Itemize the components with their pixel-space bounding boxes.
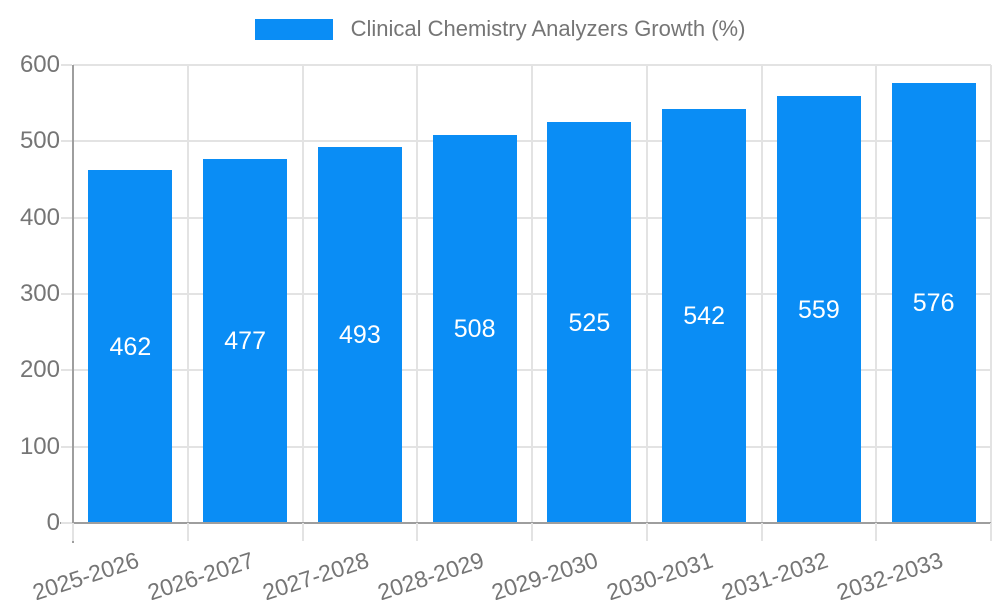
y-tick-label: 100 [19, 432, 60, 460]
y-tick-label: 0 [46, 509, 60, 536]
y-tick-label: 200 [19, 356, 60, 384]
bar-value-label: 493 [339, 320, 381, 349]
bar-2029-2030[interactable]: 525 [547, 122, 632, 523]
gridline [875, 65, 878, 523]
y-tick-label: 300 [19, 280, 60, 307]
x-tick-mark [531, 523, 533, 541]
y-tick-mark [61, 369, 72, 372]
gridline [645, 65, 648, 523]
bar-2031-2032[interactable]: 559 [776, 96, 861, 523]
bar-value-label: 508 [453, 315, 496, 344]
bar-2028-2029[interactable]: 508 [432, 135, 517, 523]
y-tick-mark [61, 140, 72, 143]
legend[interactable]: Clinical Chemistry Analyzers Growth (%) [0, 16, 1000, 42]
y-tick-label: 600 [19, 51, 60, 78]
y-tick-mark [61, 64, 72, 66]
gridline [186, 65, 189, 523]
x-tick-mark [301, 523, 304, 541]
bar-value-label: 525 [568, 308, 611, 337]
legend-swatch [254, 18, 333, 40]
x-tick-mark [416, 523, 419, 541]
bar-2026-2027[interactable]: 477 [203, 158, 288, 523]
gridline [990, 65, 992, 523]
x-axis-line [60, 522, 991, 524]
y-tick-mark [61, 216, 72, 219]
bar-2025-2026[interactable]: 462 [88, 170, 173, 523]
plot-area: 462 477 493 508 525 542 559 576 [72, 64, 992, 524]
bar-2030-2031[interactable]: 542 [662, 109, 747, 523]
y-tick-label: 500 [19, 127, 60, 155]
bar-2027-2028[interactable]: 493 [317, 146, 402, 523]
x-tick-mark [875, 523, 878, 541]
bar-value-label: 559 [798, 295, 840, 324]
gridline [531, 65, 533, 523]
x-tick-mark [72, 523, 74, 541]
y-tick-mark [61, 445, 72, 448]
gridline [416, 65, 419, 523]
bar-value-label: 462 [109, 332, 152, 361]
y-tick-mark [61, 522, 72, 524]
y-tick-label: 400 [19, 203, 60, 231]
x-tick-mark [760, 523, 763, 541]
gridline [760, 65, 763, 523]
bar-value-label: 542 [683, 302, 725, 331]
y-tick-mark [61, 293, 72, 295]
bar-value-label: 576 [912, 289, 955, 318]
y-axis-line [72, 65, 74, 543]
gridline [301, 65, 304, 523]
x-tick-mark [990, 523, 992, 541]
bar-2032-2033[interactable]: 576 [891, 83, 976, 523]
x-tick-mark [645, 523, 648, 541]
legend-label: Clinical Chemistry Analyzers Growth (%) [350, 16, 746, 41]
bar-value-label: 477 [224, 326, 266, 355]
x-tick-mark [186, 523, 189, 541]
